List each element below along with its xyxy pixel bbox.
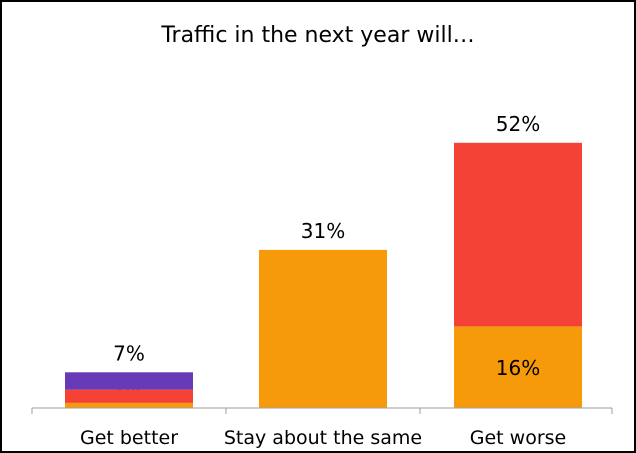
bar-segment-0-2: [65, 372, 193, 390]
bar-segment-1-0: [259, 249, 387, 408]
segment-label-2-0: 16%: [496, 356, 540, 380]
category-label-2: Get worse: [470, 427, 566, 449]
chart-title: Traffic in the next year will…: [160, 23, 474, 48]
category-label-0: Get better: [80, 427, 178, 449]
category-label-1: Stay about the same: [224, 427, 422, 449]
total-label-0: 7%: [113, 341, 145, 365]
bar-segment-0-0: [65, 402, 193, 408]
bar-segment-0-1: [65, 389, 193, 403]
total-label-1: 31%: [301, 219, 345, 243]
bar-segment-2-1: [454, 142, 582, 327]
total-label-2: 52%: [496, 112, 540, 136]
bar-segment-2-0: [454, 326, 582, 408]
